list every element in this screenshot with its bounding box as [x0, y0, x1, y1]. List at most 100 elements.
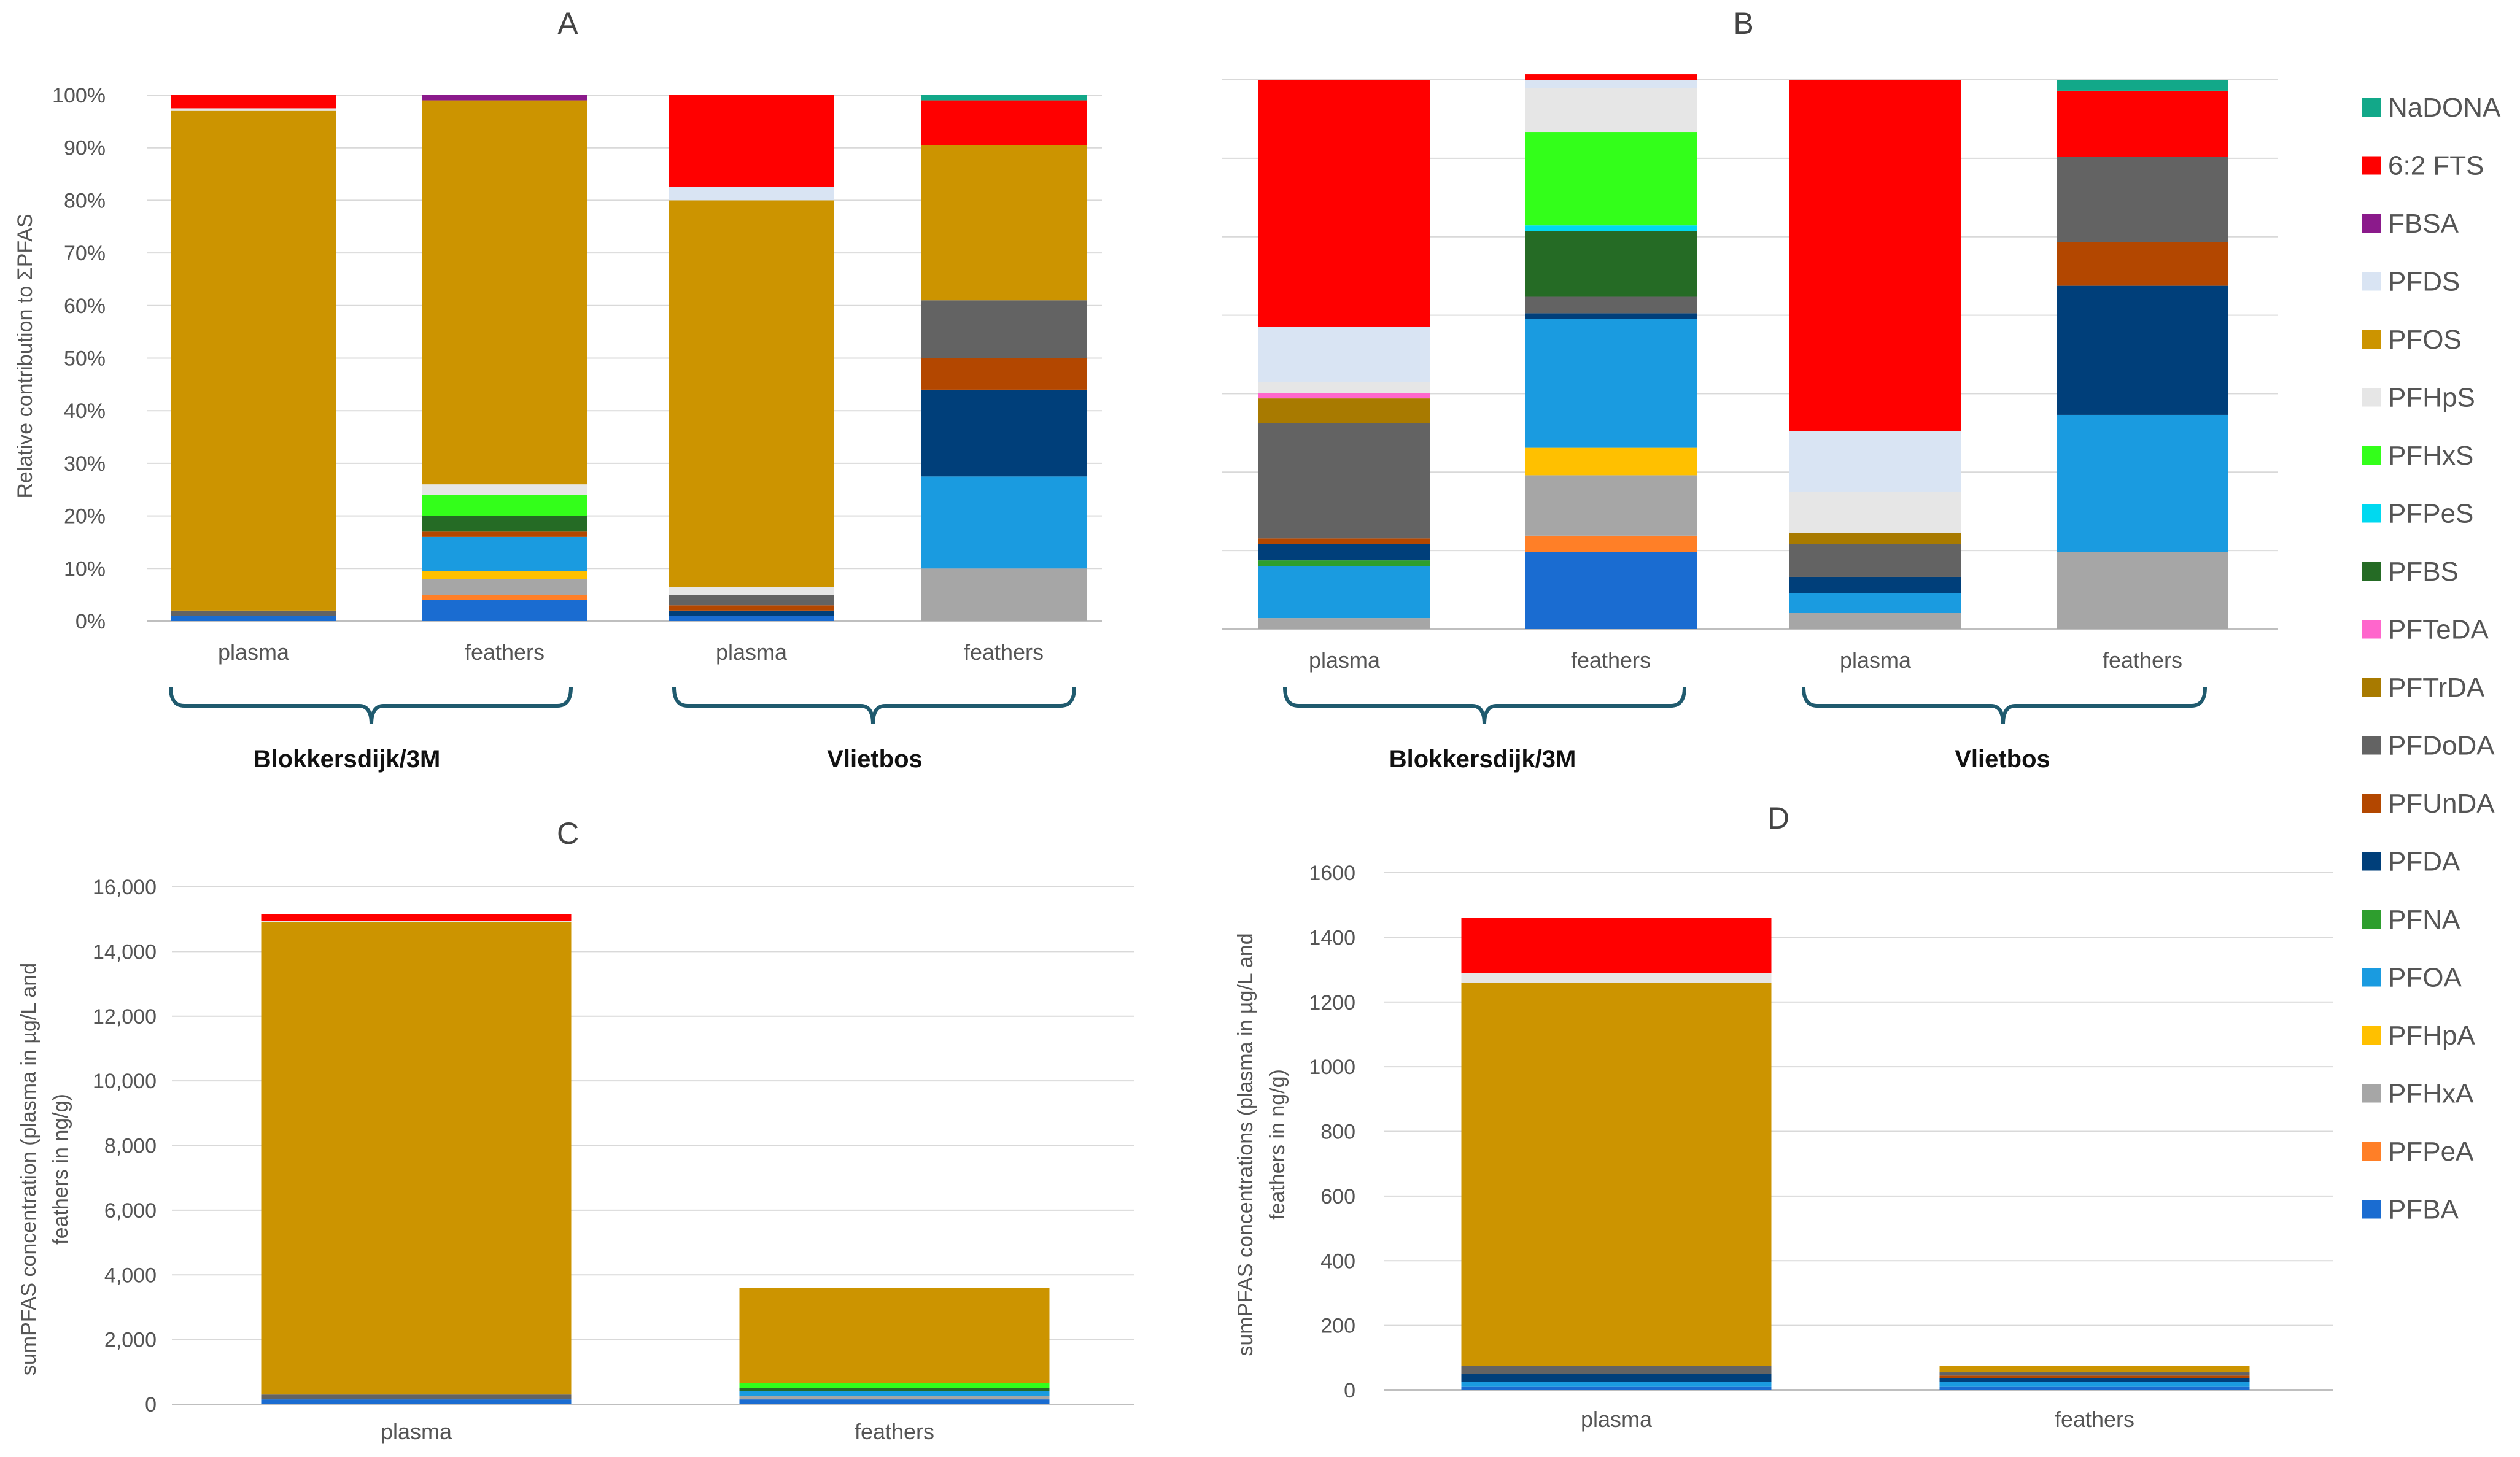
b-bar-1-segment-pfteda	[1258, 393, 1430, 399]
a-bar-1-segment-pfba	[171, 616, 336, 621]
d-y-tick-label: 1600	[1309, 862, 1355, 885]
panel-d-categories: plasma feathers	[1581, 1407, 2134, 1432]
b-bar-2-segment-pfdoda	[1525, 296, 1697, 314]
legend-swatch-pfhxs	[2362, 446, 2381, 465]
a-bar-3-segment-pfos	[669, 200, 834, 587]
legend-swatch-pfunda	[2362, 794, 2381, 813]
panel-b-chart: plasma feathers plasma feathers Blokkersdij…	[1222, 74, 2278, 773]
panel-a-bars	[171, 95, 1087, 621]
a-bar-4-segment-pfoa	[921, 476, 1087, 569]
panel-a-y-ticks: 0% 10% 20% 30% 40% 50% 60% 70% 80% 90% 100%	[52, 84, 106, 633]
legend-label-pfds: PFDS	[2388, 267, 2460, 297]
a-bar-4-segment-nadona	[921, 95, 1087, 101]
a-bar-3-segment-pfhps	[669, 587, 834, 595]
legend-label-6-2-fts: 6:2 FTS	[2388, 151, 2484, 181]
d-category-label: feathers	[2055, 1407, 2134, 1432]
legend-swatch-pfba	[2362, 1200, 2381, 1219]
b-bar-3-segment-pfda	[1789, 576, 1961, 593]
legend-swatch-pfhpa	[2362, 1026, 2381, 1045]
legend-swatch-fbsa	[2362, 214, 2381, 233]
legend-swatch-pfds	[2362, 272, 2381, 291]
d-bar-2-segment-pfba	[1939, 1386, 2250, 1390]
b-category-label: feathers	[2103, 647, 2182, 673]
c-y-tick-label: 0	[145, 1393, 157, 1416]
a-y-tick-label: 60%	[64, 295, 106, 318]
c-y-tick-label: 12,000	[93, 1005, 157, 1029]
a-category-label: plasma	[716, 640, 788, 665]
panel-a-group-label-1: Blokkersdijk/3M	[254, 746, 441, 773]
c-y-tick-label: 8,000	[104, 1135, 157, 1158]
a-bar-4-segment-6-2-fts	[921, 100, 1087, 145]
legend-swatch-pfhxa	[2362, 1084, 2381, 1103]
b-bar-3-segment-pfdoda	[1789, 544, 1961, 577]
b-category-label: plasma	[1840, 647, 1912, 673]
b-bar-2-segment-pfhxa	[1525, 475, 1697, 536]
legend-label-pfhxa: PFHxA	[2388, 1079, 2474, 1109]
legend-swatch-pfdoda	[2362, 736, 2381, 755]
legend-swatch-pfpes	[2362, 504, 2381, 523]
a-y-tick-label: 40%	[64, 400, 106, 423]
a-bar-2-segment-pfunda	[422, 531, 587, 537]
b-bar-4-segment-nadona	[2057, 80, 2228, 91]
b-bar-1-segment-pfds	[1258, 327, 1430, 382]
legend-swatch-pfoa	[2362, 968, 2381, 987]
b-bar-3-segment-6-2-fts	[1789, 80, 1961, 431]
c-bar-1-segment-pfhps	[261, 921, 572, 922]
a-category-label: feathers	[465, 640, 545, 665]
b-bar-1-segment-pfhps	[1258, 382, 1430, 393]
a-y-tick-label: 10%	[64, 557, 106, 581]
d-category-label: plasma	[1581, 1407, 1653, 1432]
legend-swatch-pfbs	[2362, 562, 2381, 581]
d-bar-1-segment-pfda	[1461, 1374, 1772, 1382]
panel-a-y-axis-label: Relative contribution to ΣPFAS	[14, 214, 37, 498]
b-bar-2-segment-pfds	[1525, 80, 1697, 88]
a-bar-2-segment-fbsa	[422, 95, 587, 101]
c-category-label: feathers	[855, 1419, 934, 1444]
a-bar-2-segment-pfos	[422, 100, 587, 485]
legend-label-pfos: PFOS	[2388, 325, 2462, 355]
d-bar-2-segment-pfda	[1939, 1378, 2250, 1382]
panel-letter-b: B	[1733, 6, 1753, 41]
legend-label-pfba: PFBA	[2388, 1195, 2459, 1225]
c-bar-2-segment-pfhxs	[739, 1383, 1050, 1388]
b-bar-4-segment-pfdoda	[2057, 157, 2228, 242]
legend-label-pfteda: PFTeDA	[2388, 615, 2489, 645]
legend-swatch-pfna	[2362, 910, 2381, 929]
a-bar-2-segment-pfoa	[422, 536, 587, 571]
b-bar-1-segment-pfdoda	[1258, 423, 1430, 539]
b-bar-1-segment-pfda	[1258, 544, 1430, 561]
b-bar-2-segment-pfda	[1525, 313, 1697, 319]
panel-b-categories: plasma feathers plasma feathers	[1309, 647, 2182, 673]
b-bar-3-segment-pfds	[1789, 431, 1961, 492]
legend-swatch-pfteda	[2362, 620, 2381, 639]
c-bar-1-segment-6-2-fts	[261, 914, 572, 921]
legend-swatch-pfpea	[2362, 1142, 2381, 1161]
a-bar-3-segment-6-2-fts	[669, 95, 834, 187]
c-y-tick-label: 16,000	[93, 876, 157, 899]
b-bar-2-segment-pfhps	[1525, 88, 1697, 133]
d-bar-2-segment-pfos	[1939, 1366, 2250, 1373]
d-bar-1-segment-pfba	[1461, 1386, 1772, 1390]
a-y-tick-label: 50%	[64, 347, 106, 371]
a-bar-2-segment-pfhxa	[422, 579, 587, 595]
a-bar-1-segment-pfos	[171, 110, 336, 611]
panel-d-y-axis-label-line-1: sumPFAS concentrations (plasma in µg/L a…	[1234, 933, 1257, 1356]
panel-a-group-brace-1	[169, 687, 573, 725]
c-bar-1-segment-pfba	[261, 1399, 572, 1404]
d-bar-1-segment-pfdoda	[1461, 1366, 1772, 1374]
a-bar-2-segment-pfpea	[422, 595, 587, 600]
panel-c-bars	[261, 914, 1050, 1404]
legend-label-pfhpa: PFHpA	[2388, 1021, 2475, 1051]
legend-label-pfoa: PFOA	[2388, 963, 2462, 993]
d-bar-1-segment-pfos	[1461, 983, 1772, 1366]
a-category-label: plasma	[218, 640, 290, 665]
c-category-label: plasma	[381, 1419, 452, 1444]
d-y-tick-label: 800	[1320, 1121, 1355, 1144]
legend-swatch-6-2-fts	[2362, 156, 2381, 175]
b-bar-2-segment-6-2-fts	[1525, 74, 1697, 80]
d-y-tick-label: 200	[1320, 1315, 1355, 1338]
panel-c-categories: plasma feathers	[381, 1419, 934, 1444]
b-bar-2-segment-pfba	[1525, 552, 1697, 629]
b-bar-3-segment-pftrda	[1789, 533, 1961, 544]
a-y-tick-label: 70%	[64, 242, 106, 265]
